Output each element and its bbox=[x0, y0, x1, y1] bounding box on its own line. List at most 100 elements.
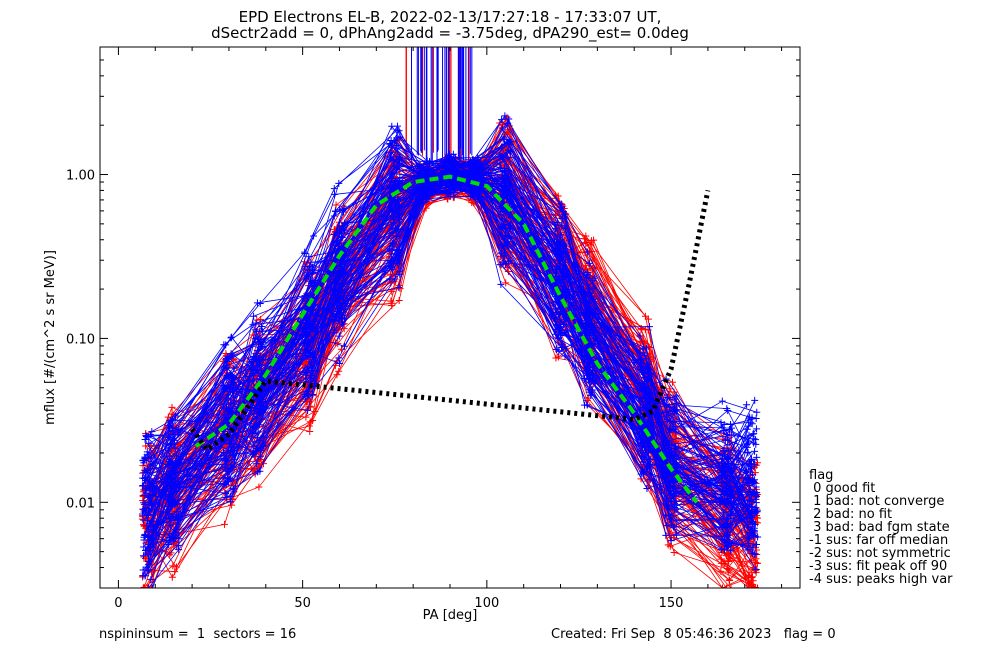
series-point bbox=[749, 577, 757, 585]
series-point bbox=[670, 548, 678, 556]
series-point bbox=[753, 425, 761, 433]
series-point bbox=[560, 272, 568, 280]
series-point bbox=[335, 354, 343, 362]
legend-item: -4 sus: peaks high var bbox=[809, 572, 953, 587]
series-point bbox=[745, 584, 753, 588]
series-point bbox=[168, 403, 176, 411]
series-point bbox=[306, 402, 314, 410]
series-point bbox=[141, 521, 149, 529]
flag-legend: flag 0 good fit 1 bad: not converge 2 ba… bbox=[809, 469, 953, 586]
series-point bbox=[664, 541, 672, 549]
series-point bbox=[169, 562, 177, 570]
series-point bbox=[139, 584, 147, 588]
x-tick-label: 100 bbox=[474, 596, 499, 611]
series-point bbox=[748, 420, 756, 428]
series-point bbox=[148, 584, 156, 588]
series-point bbox=[171, 412, 179, 420]
series-point bbox=[636, 332, 644, 340]
series-point bbox=[725, 576, 733, 584]
series-point bbox=[255, 483, 263, 491]
series-point bbox=[142, 431, 150, 439]
series-point bbox=[340, 342, 348, 350]
series-point bbox=[140, 499, 148, 507]
y-tick-label: 1.00 bbox=[66, 169, 95, 184]
series-point bbox=[331, 362, 339, 370]
series-point bbox=[330, 185, 338, 193]
series-point bbox=[332, 201, 340, 209]
series-point bbox=[724, 556, 732, 564]
series-point bbox=[171, 568, 179, 576]
blue-series bbox=[138, 112, 762, 588]
series-point bbox=[744, 523, 752, 531]
series-point bbox=[717, 559, 725, 567]
series-point bbox=[171, 444, 179, 452]
series-point bbox=[754, 533, 762, 541]
series-point bbox=[144, 465, 152, 473]
series-point bbox=[554, 192, 562, 200]
y-tick-label: 0.10 bbox=[66, 332, 95, 347]
series-point bbox=[144, 584, 152, 588]
series-point bbox=[497, 249, 505, 257]
series-point bbox=[252, 319, 260, 327]
series-point bbox=[335, 179, 343, 187]
series-point bbox=[144, 567, 152, 575]
series-point bbox=[220, 404, 228, 412]
series-line bbox=[151, 177, 754, 552]
series-point bbox=[746, 413, 754, 421]
series-point bbox=[496, 261, 504, 269]
series-point bbox=[148, 487, 156, 495]
series-point bbox=[229, 485, 237, 493]
y-tick-label: 0.01 bbox=[66, 496, 95, 511]
series-point bbox=[254, 468, 262, 476]
series-point bbox=[139, 456, 147, 464]
series-point bbox=[724, 441, 732, 449]
series-point bbox=[174, 541, 182, 549]
series-point bbox=[744, 448, 752, 456]
series-point bbox=[228, 501, 236, 509]
series-point bbox=[582, 265, 590, 273]
series-point bbox=[333, 371, 341, 379]
series-point bbox=[394, 164, 402, 172]
series-point bbox=[309, 276, 317, 284]
series-point bbox=[302, 413, 310, 421]
series-point bbox=[747, 584, 755, 588]
series-point bbox=[168, 573, 176, 581]
series-point bbox=[744, 571, 752, 579]
series-point bbox=[496, 159, 504, 167]
series-point bbox=[388, 122, 396, 130]
series-point bbox=[720, 509, 728, 517]
series-point bbox=[590, 236, 598, 244]
series-point bbox=[253, 460, 261, 468]
series-point bbox=[141, 500, 149, 508]
series-point bbox=[502, 279, 510, 287]
x-tick-label: 50 bbox=[294, 596, 311, 611]
series-point bbox=[149, 478, 157, 486]
series-point bbox=[753, 453, 761, 461]
series-point bbox=[498, 116, 506, 124]
series-point bbox=[749, 532, 757, 540]
series-point bbox=[147, 576, 155, 584]
series-point bbox=[145, 584, 153, 588]
series-point bbox=[256, 361, 264, 369]
series-point bbox=[556, 260, 564, 268]
series-point bbox=[227, 350, 235, 358]
series-point bbox=[147, 431, 155, 439]
series-point bbox=[727, 584, 735, 588]
data-layer bbox=[138, 47, 762, 588]
series-point bbox=[395, 284, 403, 292]
series-point bbox=[744, 584, 752, 588]
series-point bbox=[388, 302, 396, 310]
series-point bbox=[750, 430, 758, 438]
series-point bbox=[143, 448, 151, 456]
series-point bbox=[668, 378, 676, 386]
series-point bbox=[662, 531, 670, 539]
series-point bbox=[752, 483, 760, 491]
series-point bbox=[727, 547, 735, 555]
series-point bbox=[722, 552, 730, 560]
chart-subtitle: dSectr2add = 0, dPhAng2add = -3.75deg, d… bbox=[211, 24, 689, 42]
x-tick-label: 0 bbox=[114, 596, 122, 611]
series-point bbox=[336, 359, 344, 367]
series-point bbox=[143, 563, 151, 571]
series-point bbox=[748, 573, 756, 581]
